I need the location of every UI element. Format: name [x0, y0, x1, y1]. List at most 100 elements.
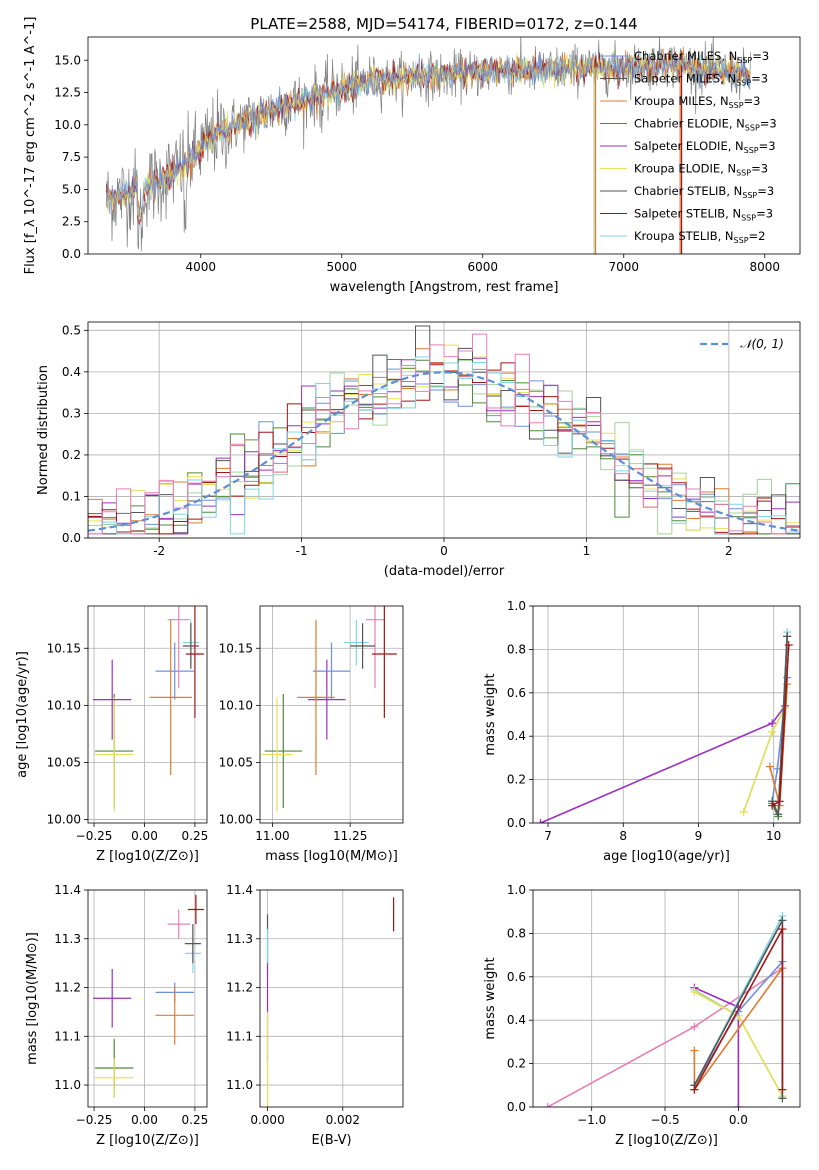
legend-sub: SSP: [729, 101, 744, 110]
plot-area: [88, 325, 800, 538]
errorbar-point: [297, 619, 335, 776]
y-tick-label: 2.5: [62, 215, 81, 229]
y-tick-label: 11.4: [54, 883, 81, 897]
grid: [88, 606, 207, 823]
y-tick-label: 1.0: [507, 883, 526, 897]
axes-frame: [87, 605, 208, 824]
y-tick-label: 10.15: [219, 641, 253, 655]
y-tick-label: 0.2: [507, 1057, 526, 1071]
legend-label: Salpeter STELIB, NSSP=3: [634, 207, 773, 223]
errorbar-point: [184, 924, 201, 964]
errorbar-point: [155, 986, 194, 1045]
y-axis-label: mass weight: [483, 673, 498, 755]
y-tick-label: 11.2: [226, 981, 253, 995]
y-tick-label: 0.8: [507, 642, 526, 656]
legend-label: Kroupa MILES, NSSP=3: [634, 94, 760, 110]
plot-area: [261, 606, 397, 812]
errorbar-point: [93, 968, 132, 1028]
y-tick-label: 1.0: [507, 599, 526, 613]
histogram-step: [88, 333, 800, 538]
y-tick-label: 0.0: [62, 531, 81, 545]
y-tick-label: 0.1: [62, 489, 81, 503]
plot-area: [266, 897, 395, 1107]
x-tick-label: 0.000: [250, 1113, 284, 1127]
x-tick-label: −0.25: [76, 829, 113, 843]
x-tick-label: 0: [440, 544, 448, 558]
x-axis-label: Z [log10(Z/Z⊙)]: [615, 1133, 718, 1148]
errorbar-point: [167, 909, 190, 939]
y-tick-label: 0.2: [62, 448, 81, 462]
y-tick-label: 10.05: [219, 755, 253, 769]
legend-sub: SSP: [741, 214, 756, 223]
plot-area: [93, 606, 204, 812]
y-tick-label: 11.1: [226, 1029, 253, 1043]
errorbar-point: [365, 606, 385, 689]
x-tick-label: 1: [583, 544, 591, 558]
plot-area: [105, 37, 751, 254]
legend-sub: SSP: [742, 191, 757, 200]
y-tick-label: 10.10: [47, 698, 81, 712]
x-axis-label: Z [log10(Z/Z⊙)]: [96, 849, 199, 864]
plot-area: [93, 894, 204, 1098]
legend-rest: =3: [751, 162, 768, 176]
panel-mass_vs_Z: −0.25 0.00 0.25 11.0 11.1 11.2 11.3 11.4 Z [log1…: [25, 883, 208, 1148]
y-tick-label: 0.3: [62, 406, 81, 420]
y-tick-label: 15.0: [54, 53, 81, 67]
errorbar-point: [95, 1058, 134, 1098]
errorbar-point: [261, 697, 293, 812]
x-tick-label: 9: [695, 829, 703, 843]
chart-title: PLATE=2588, MJD=54174, FIBERID=0172, z=0…: [250, 15, 637, 33]
errorbar-point: [343, 619, 369, 666]
y-tick-label: 0.8: [507, 926, 526, 940]
y-tick-label: 11.3: [54, 932, 81, 946]
legend-sub: SSP: [744, 146, 759, 155]
errorbar-point: [149, 619, 192, 776]
legend-label: Salpeter MILES, NSSP=3: [634, 72, 768, 88]
x-tick-label: 0.002: [326, 1113, 360, 1127]
series-model-spectrum: [105, 48, 751, 219]
y-tick-label: 12.5: [54, 86, 81, 100]
y-tick-label: 11.3: [226, 932, 253, 946]
x-tick-label: 7000: [608, 260, 639, 274]
x-tick-label: 0.00: [131, 1113, 158, 1127]
axes-frame: [532, 605, 801, 824]
y-axis-label: Flux [f_λ 10^-17 erg cm^-2 s^-1 A^-1]: [23, 17, 38, 275]
normal-curve: [88, 371, 800, 532]
panel-mass_vs_ebv: 0.000 0.002 11.0 11.1 11.2 11.3 11.4 E(B-V): [226, 883, 404, 1148]
legend-rest: =3: [757, 184, 774, 198]
panel-spectrum: 4000 5000 6000 7000 8000 0.0 2.5 5.0 7.5 10.0 12.5…: [23, 15, 801, 295]
y-tick-label: 11.4: [226, 883, 253, 897]
x-tick-label: 8: [619, 829, 627, 843]
grid: [260, 889, 403, 1107]
legend-label: Chabrier STELIB, NSSP=3: [634, 184, 774, 200]
x-tick-label: 0.25: [182, 829, 209, 843]
legend-label: 𝒩(0, 1): [740, 337, 784, 351]
panel-residuals: -2 -1 0 1 2 0.0 0.1 0.2 0.3 0.4 0.5 (data-model)/er…: [36, 321, 801, 579]
y-tick-label: 5.0: [62, 182, 81, 196]
legend-sub: SSP: [736, 79, 751, 88]
legend-sub: SSP: [745, 124, 760, 133]
y-tick-label: 0.6: [507, 686, 526, 700]
panel-mass_weight_vs_age: 7 8 9 10 0.0 0.2 0.4 0.6 0.8 1.0 age [log10(age/yr…: [483, 599, 801, 864]
y-tick-label: 7.5: [62, 150, 81, 164]
x-axis-label: (data-model)/error: [384, 564, 505, 579]
x-tick-label: 2: [725, 544, 733, 558]
x-axis-label: E(B-V): [311, 1133, 351, 1148]
y-tick-label: 10.0: [54, 118, 81, 132]
legend-sub: SSP: [737, 56, 752, 65]
plot-area: [543, 912, 787, 1107]
y-axis-label: mass [log10(M/M⊙)]: [25, 932, 40, 1065]
legend-label: Salpeter ELODIE, NSSP=3: [634, 139, 776, 155]
legend-label: Chabrier MILES, NSSP=3: [634, 49, 769, 65]
x-tick-label: 10: [766, 829, 781, 843]
legend-rest: =3: [751, 72, 768, 86]
y-tick-label: 0.4: [507, 1013, 526, 1027]
x-tick-label: 0.25: [182, 1113, 209, 1127]
x-tick-label: 0.00: [131, 829, 158, 843]
y-tick-label: 11.0: [226, 1078, 253, 1092]
grid: [260, 606, 403, 823]
axes-frame: [532, 889, 801, 1108]
errorbar-point: [93, 659, 132, 740]
panel-age_vs_Z: −0.25 0.00 0.25 10.00 10.05 10.10 10.15 Z [log1…: [15, 605, 209, 864]
legend: Chabrier MILES, NSSP=3 Salpeter MILES, NS…: [600, 49, 777, 245]
